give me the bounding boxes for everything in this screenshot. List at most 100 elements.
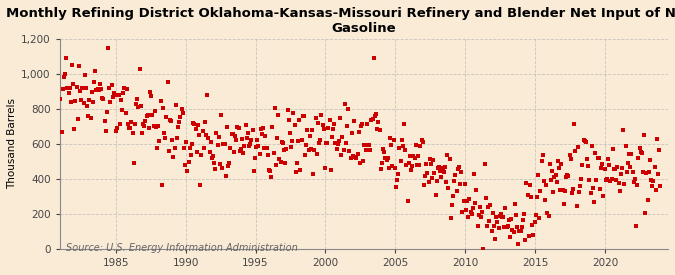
Point <box>472 224 483 229</box>
Point <box>117 108 128 112</box>
Point <box>255 126 266 131</box>
Point <box>407 164 418 168</box>
Point <box>244 144 254 148</box>
Point <box>97 96 108 100</box>
Point <box>477 210 487 214</box>
Point <box>387 164 398 169</box>
Point <box>266 175 277 179</box>
Point <box>515 229 526 234</box>
Point <box>245 142 256 146</box>
Point <box>637 151 647 156</box>
Point <box>276 140 287 144</box>
Point <box>364 143 375 147</box>
Point <box>250 155 261 160</box>
Point <box>104 86 115 90</box>
Point <box>608 166 619 171</box>
Point <box>279 148 290 152</box>
Point <box>617 166 628 170</box>
Point <box>593 156 604 160</box>
Point <box>186 141 197 146</box>
Point <box>75 89 86 94</box>
Point <box>561 175 572 179</box>
Point <box>350 155 360 159</box>
Point <box>542 211 553 215</box>
Point <box>119 86 130 90</box>
Point <box>502 224 512 229</box>
Point <box>242 130 253 135</box>
Point <box>329 122 340 126</box>
Point <box>457 210 468 214</box>
Point <box>580 140 591 145</box>
Point <box>396 138 407 142</box>
Point <box>408 154 418 158</box>
Point <box>67 63 78 67</box>
Point <box>98 97 109 101</box>
Point <box>371 111 381 116</box>
Point <box>595 166 606 170</box>
Point <box>76 98 86 102</box>
Point <box>297 114 308 118</box>
Point <box>271 163 281 167</box>
Point <box>78 100 89 105</box>
Point <box>289 123 300 127</box>
Point <box>146 94 157 98</box>
Point <box>144 90 155 94</box>
Point <box>188 121 198 125</box>
Point <box>144 126 155 130</box>
Point <box>327 127 338 131</box>
Point <box>258 126 269 130</box>
Point <box>483 205 493 209</box>
Point <box>361 121 372 126</box>
Point <box>537 152 548 157</box>
Point <box>213 135 224 139</box>
Point <box>131 102 142 106</box>
Point <box>317 123 328 128</box>
Point <box>383 165 394 170</box>
Point <box>569 122 580 126</box>
Point <box>626 151 637 156</box>
Point <box>638 170 649 174</box>
Point <box>549 175 560 179</box>
Point <box>168 155 179 159</box>
Point <box>77 86 88 90</box>
Point <box>302 127 313 132</box>
Point <box>62 86 73 90</box>
Point <box>348 119 359 123</box>
Point <box>415 144 426 149</box>
Point <box>229 150 240 154</box>
Point <box>148 124 159 128</box>
Point <box>221 174 232 178</box>
Point <box>574 190 585 195</box>
Point <box>72 117 83 122</box>
Point <box>92 87 103 91</box>
Point <box>263 168 274 173</box>
Point <box>275 160 286 165</box>
Point <box>343 107 354 111</box>
Point <box>85 116 96 121</box>
Point <box>564 153 575 157</box>
Point <box>313 120 323 125</box>
Point <box>183 160 194 165</box>
Point <box>421 162 431 166</box>
Point <box>319 166 330 171</box>
Point <box>263 153 273 157</box>
Point <box>492 220 503 225</box>
Point <box>80 86 91 90</box>
Point <box>223 164 234 168</box>
Point <box>163 148 174 153</box>
Point <box>322 141 333 145</box>
Point <box>101 110 112 114</box>
Point <box>635 150 646 154</box>
Point <box>265 169 275 173</box>
Point <box>597 162 608 167</box>
Point <box>449 179 460 183</box>
Point <box>591 178 602 182</box>
Point <box>142 113 153 117</box>
Point <box>327 135 338 139</box>
Point <box>106 83 117 87</box>
Point <box>311 152 322 156</box>
Point <box>199 120 210 124</box>
Point <box>61 55 72 60</box>
Point <box>437 165 448 170</box>
Point <box>523 233 534 238</box>
